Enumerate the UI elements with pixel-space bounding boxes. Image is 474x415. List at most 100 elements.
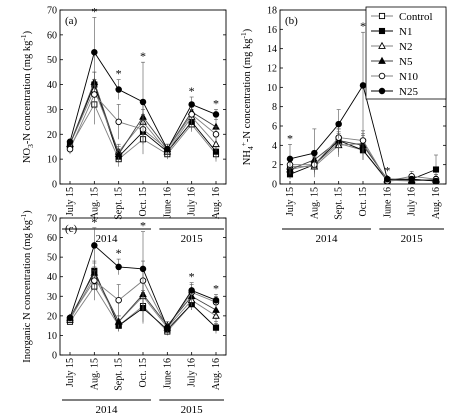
data-point [359, 82, 367, 89]
data-point [188, 111, 195, 118]
y-tick-label: 50 [47, 253, 57, 264]
x-tick-label: Aug. 16 [211, 187, 222, 219]
year-label: 2015 [181, 404, 204, 415]
significance-asterisk: * [189, 84, 195, 98]
data-point [91, 242, 98, 249]
data-point [286, 155, 294, 163]
data-point [66, 138, 74, 145]
legend-marker [378, 72, 386, 80]
y-tick-label: 16 [267, 25, 277, 36]
legend-label: N2 [399, 41, 412, 53]
significance-asterisk: * [91, 215, 97, 229]
data-point [164, 324, 171, 331]
data-point [384, 175, 391, 183]
series-n25 [66, 227, 220, 332]
data-point [212, 296, 220, 304]
data-point [212, 131, 220, 138]
x-tick-label: July 15 [65, 358, 76, 387]
data-point [164, 145, 171, 153]
legend-label: N10 [399, 71, 418, 83]
data-point [114, 317, 123, 325]
legend-marker [378, 56, 386, 64]
panel-label: (a) [65, 15, 78, 27]
significance-asterisk: * [384, 163, 390, 177]
x-tick-label: July 15 [65, 187, 76, 216]
y-tick-label: 14 [267, 44, 277, 55]
data-point [432, 177, 440, 185]
x-tick-label: July 16 [187, 187, 198, 216]
x-tick-label: June 16 [382, 187, 393, 218]
y-tick-label: 10 [47, 155, 57, 166]
legend-item-n2: N2 [371, 41, 412, 53]
legend-item-n1: N1 [371, 26, 412, 38]
significance-asterisk: * [140, 219, 146, 233]
data-point [188, 101, 195, 108]
y-tick-label: 60 [47, 30, 57, 41]
data-point [91, 91, 98, 98]
legend: Control N1 N2 N5 N10 N25 [365, 6, 447, 100]
data-point [311, 149, 318, 157]
data-point [408, 175, 415, 183]
y-tick-label: 18 [267, 6, 277, 17]
x-tick-label: Oct. 15 [138, 358, 149, 387]
data-point [91, 49, 98, 56]
y-tick-label: 70 [47, 6, 57, 17]
y-tick-label: 12 [267, 64, 277, 75]
data-point [115, 296, 122, 304]
panel-a-no3: 0 10 20 30 40 50 60 70 July 15 Aug. 15 Sept. 15 Oct… [19, 4, 227, 245]
y-tick-label: 10 [47, 331, 57, 342]
x-tick-label: Aug. 16 [431, 187, 442, 219]
x-tick-label: July 16 [407, 187, 418, 216]
y-axis-label: Inorganic N concentration (mg kg-1) [19, 210, 33, 363]
significance-asterisk: * [213, 96, 219, 110]
data-point [139, 98, 147, 106]
legend-item-n10: N10 [371, 71, 418, 83]
legend-item-n5: N5 [371, 56, 413, 68]
legend-marker [378, 41, 386, 49]
data-point [188, 287, 195, 294]
legend-marker [378, 12, 386, 20]
year-label: 2014 [316, 233, 339, 245]
data-point [115, 118, 122, 126]
y-tick-label: 60 [47, 233, 57, 244]
panel-c-inorganic-n: 0 10 20 30 40 50 60 70 July 15 Aug. 15 Sept. 15 Oct… [19, 210, 227, 415]
year-label: 2014 [96, 233, 119, 245]
significance-asterisk: * [287, 131, 293, 145]
significance-asterisk: * [116, 246, 122, 260]
legend-label: N1 [399, 26, 412, 38]
x-tick-label: Oct. 15 [138, 187, 149, 216]
data-point [115, 263, 122, 271]
series-n25 [66, 17, 220, 155]
y-tick-label: 6 [272, 122, 277, 133]
y-axis-label: NO3-N concentration (mg kg-1) [19, 30, 35, 163]
y-axis-label: NH4+-N concentration (mg kg-1) [239, 28, 255, 165]
y-tick-label: 40 [47, 272, 57, 283]
y-tick-label: 10 [267, 83, 277, 94]
y-tick-label: 0 [52, 180, 57, 191]
significance-asterisk: * [140, 49, 146, 63]
data-point [212, 111, 220, 118]
data-point [432, 166, 440, 173]
year-label: 2015 [401, 233, 424, 245]
panel-label: (b) [285, 15, 298, 27]
x-tick-label: Aug. 16 [211, 358, 222, 390]
legend-box [365, 6, 447, 100]
legend-marker [378, 87, 386, 95]
y-tick-label: 4 [272, 141, 277, 152]
y-tick-label: 2 [272, 160, 277, 171]
year-label: 2015 [181, 233, 204, 245]
x-tick-label: July 16 [187, 358, 198, 387]
y-tick-label: 40 [47, 80, 57, 91]
y-tick-label: 50 [47, 55, 57, 66]
x-tick-label: Aug. 15 [89, 187, 100, 219]
panel-label: (c) [65, 223, 78, 235]
x-tick-label: Sept. 15 [334, 187, 345, 220]
data-point [91, 277, 98, 284]
significance-asterisk: * [360, 19, 366, 33]
legend-label: N5 [399, 56, 413, 68]
y-tick-label: 8 [272, 102, 277, 113]
y-tick-label: 20 [47, 311, 57, 322]
x-tick-label: Oct. 15 [358, 187, 369, 216]
legend-item-control: Control [371, 11, 433, 23]
